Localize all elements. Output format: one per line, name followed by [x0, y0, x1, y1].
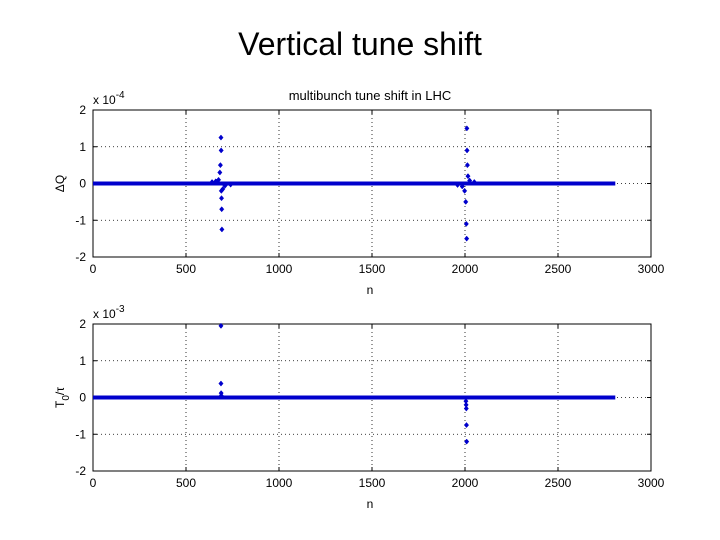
- bottom-x-tick-label: 3000: [638, 476, 665, 490]
- top-data-point: [218, 195, 225, 202]
- top-data-point: [464, 235, 470, 242]
- top-data-point: [219, 206, 225, 213]
- bottom-x-tick-label: 500: [176, 476, 196, 490]
- top-data-point: [462, 187, 468, 194]
- top-data-point: [455, 181, 461, 188]
- top-y-tick-label: 1: [79, 140, 86, 154]
- top-x-tick-label: 2000: [452, 262, 479, 276]
- bottom-y-tick-label: 2: [79, 317, 86, 331]
- top-x-tick-label: 500: [176, 262, 196, 276]
- top-y-axis-label: ΔQ: [53, 175, 67, 192]
- top-scale-exponent: -4: [116, 90, 125, 101]
- bottom-data-point: [463, 405, 469, 412]
- top-scale-base: x 10: [93, 93, 116, 107]
- bottom-data-point: [218, 380, 224, 387]
- top-data-point: [218, 147, 224, 154]
- bottom-x-axis-label: n: [367, 497, 374, 511]
- bottom-x-tick-label: 2500: [545, 476, 572, 490]
- top-chart-title: multibunch tune shift in LHC: [289, 88, 452, 103]
- bottom-x-tick-label: 1000: [266, 476, 293, 490]
- bottom-y-tick-label: 1: [79, 354, 86, 368]
- top-data-point: [222, 182, 228, 189]
- bottom-y-tick-label: -2: [75, 464, 86, 478]
- bottom-scale-factor: x 10-3: [93, 304, 125, 321]
- bottom-y-tick-label: 0: [79, 391, 86, 405]
- top-data-point: [459, 183, 465, 190]
- bottom-x-tick-label: 0: [90, 476, 97, 490]
- top-data-point: [467, 177, 473, 184]
- top-data-point: [464, 162, 470, 169]
- bottom-data-point: [218, 392, 224, 399]
- bottom-data-point: [463, 422, 470, 429]
- top-x-tick-label: 0: [90, 262, 97, 276]
- bottom-y-axis-label: T0/τ: [53, 387, 72, 408]
- bottom-data-point: [464, 438, 470, 445]
- top-y-tick-label: -1: [75, 213, 86, 227]
- top-x-axis-label: n: [367, 283, 374, 297]
- top-y-axis-label-main: ΔQ: [53, 175, 67, 192]
- top-data-point: [463, 198, 469, 205]
- top-data-point: [464, 125, 470, 132]
- top-x-tick-label: 3000: [638, 262, 665, 276]
- top-data-point: [218, 134, 224, 141]
- bottom-x-tick-label: 1500: [359, 476, 386, 490]
- bottom-data-point: [218, 322, 224, 329]
- top-y-tick-label: 2: [79, 103, 86, 117]
- top-data-point: [463, 220, 469, 227]
- bottom-x-tick-label: 2000: [452, 476, 479, 490]
- bottom-y-axis-label-tail: /τ: [53, 387, 67, 395]
- top-data-point: [471, 179, 477, 186]
- top-x-tick-label: 1000: [266, 262, 293, 276]
- top-data-point: [217, 162, 223, 169]
- top-x-tick-label: 2500: [545, 262, 572, 276]
- slide-title: Vertical tune shift: [238, 26, 482, 62]
- top-data-point: [216, 176, 222, 183]
- top-data-point: [219, 226, 225, 233]
- bottom-scale-exponent: -3: [116, 304, 125, 315]
- top-data-point: [217, 169, 223, 176]
- bottom-y-tick-label: -1: [75, 427, 86, 441]
- top-data-point: [228, 181, 234, 188]
- bottom-y-axis-label-main: T: [53, 400, 67, 408]
- top-data-point: [220, 186, 226, 193]
- bottom-scale-base: x 10: [93, 307, 116, 321]
- top-plot: 0 500 1000 1500 2000 2500 3000 -2 -1 0 1 2 n ΔQ x 10-4…: [53, 88, 665, 297]
- bottom-y-axis-label-sub: 0: [61, 395, 72, 401]
- top-data-point: [465, 173, 471, 180]
- top-data-point: [464, 147, 470, 154]
- top-y-tick-label: 0: [79, 177, 86, 191]
- top-scale-factor: x 10-4: [93, 90, 125, 107]
- top-y-tick-label: -2: [75, 250, 86, 264]
- top-x-tick-label: 1500: [359, 262, 386, 276]
